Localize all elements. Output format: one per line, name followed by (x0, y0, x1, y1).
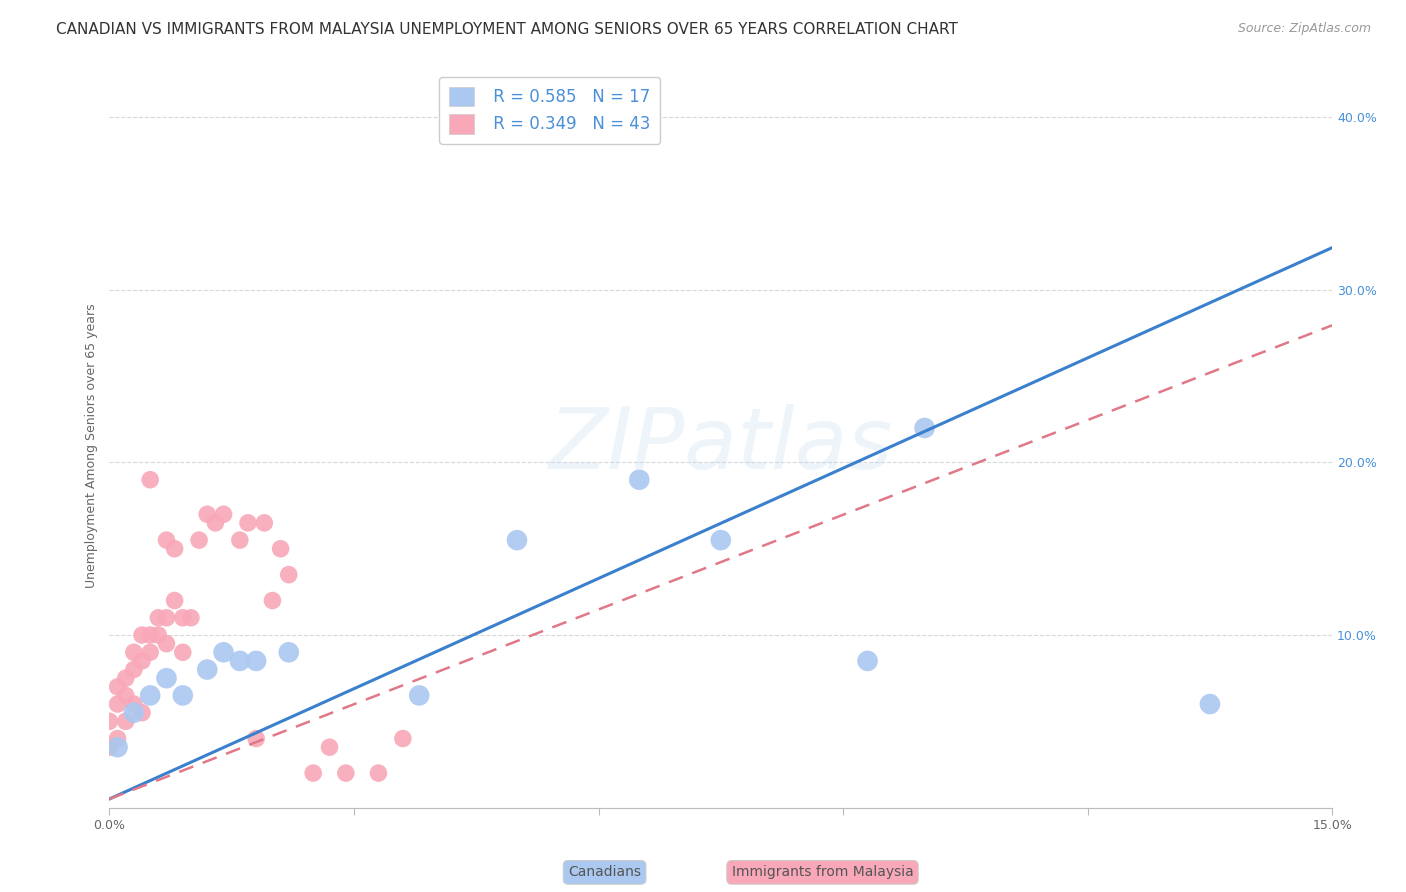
Point (163, 541, 186, 556)
Point (107, 680, 129, 694)
Point (122, 697, 145, 711)
Y-axis label: Unemployment Among Seniors over 65 years: Unemployment Among Seniors over 65 years (86, 303, 98, 588)
Point (122, 645, 145, 659)
Point (236, 516, 259, 530)
Point (155, 611, 177, 625)
Point (131, 628, 153, 642)
Point (270, 541, 292, 556)
Point (172, 611, 194, 625)
Point (408, 689, 430, 703)
Point (180, 611, 202, 625)
Point (914, 421, 936, 435)
Point (212, 508, 235, 522)
Point (172, 689, 194, 703)
Point (204, 516, 226, 530)
Point (277, 567, 299, 582)
Text: Canadians: Canadians (568, 865, 641, 880)
Point (107, 740, 129, 755)
Point (155, 533, 177, 548)
Point (253, 516, 276, 530)
Point (114, 671, 136, 685)
Point (172, 645, 194, 659)
Point (163, 593, 186, 607)
Point (367, 766, 389, 780)
Point (139, 689, 162, 703)
Point (1199, 697, 1222, 711)
Point (114, 714, 136, 729)
Legend:  R = 0.585   N = 17,  R = 0.349   N = 43: R = 0.585 N = 17, R = 0.349 N = 43 (439, 77, 659, 144)
Point (628, 473, 651, 487)
Point (212, 645, 235, 659)
Point (335, 766, 357, 780)
Point (302, 766, 325, 780)
Point (262, 593, 284, 607)
Text: ZIPatlas: ZIPatlas (548, 404, 893, 487)
Point (98, 714, 121, 729)
Point (506, 533, 529, 548)
Point (114, 689, 136, 703)
Point (107, 697, 129, 711)
Point (131, 654, 153, 668)
Point (856, 654, 879, 668)
Point (710, 533, 733, 548)
Text: CANADIAN VS IMMIGRANTS FROM MALAYSIA UNEMPLOYMENT AMONG SENIORS OVER 65 YEARS CO: CANADIAN VS IMMIGRANTS FROM MALAYSIA UNE… (56, 22, 957, 37)
Point (245, 654, 267, 668)
Text: Immigrants from Malaysia: Immigrants from Malaysia (731, 865, 914, 880)
Point (148, 611, 170, 625)
Point (277, 645, 299, 659)
Point (245, 731, 267, 746)
Point (98, 740, 121, 755)
Point (122, 663, 145, 677)
Point (139, 645, 162, 659)
Point (155, 671, 177, 685)
Point (107, 731, 129, 746)
Point (122, 706, 145, 720)
Point (139, 628, 162, 642)
Point (148, 628, 170, 642)
Point (131, 706, 153, 720)
Point (392, 731, 415, 746)
Point (188, 533, 211, 548)
Point (229, 533, 252, 548)
Point (229, 654, 252, 668)
Point (318, 740, 340, 755)
Text: Source: ZipAtlas.com: Source: ZipAtlas.com (1237, 22, 1371, 36)
Point (195, 508, 218, 522)
Point (139, 473, 162, 487)
Point (155, 637, 177, 651)
Point (195, 663, 218, 677)
